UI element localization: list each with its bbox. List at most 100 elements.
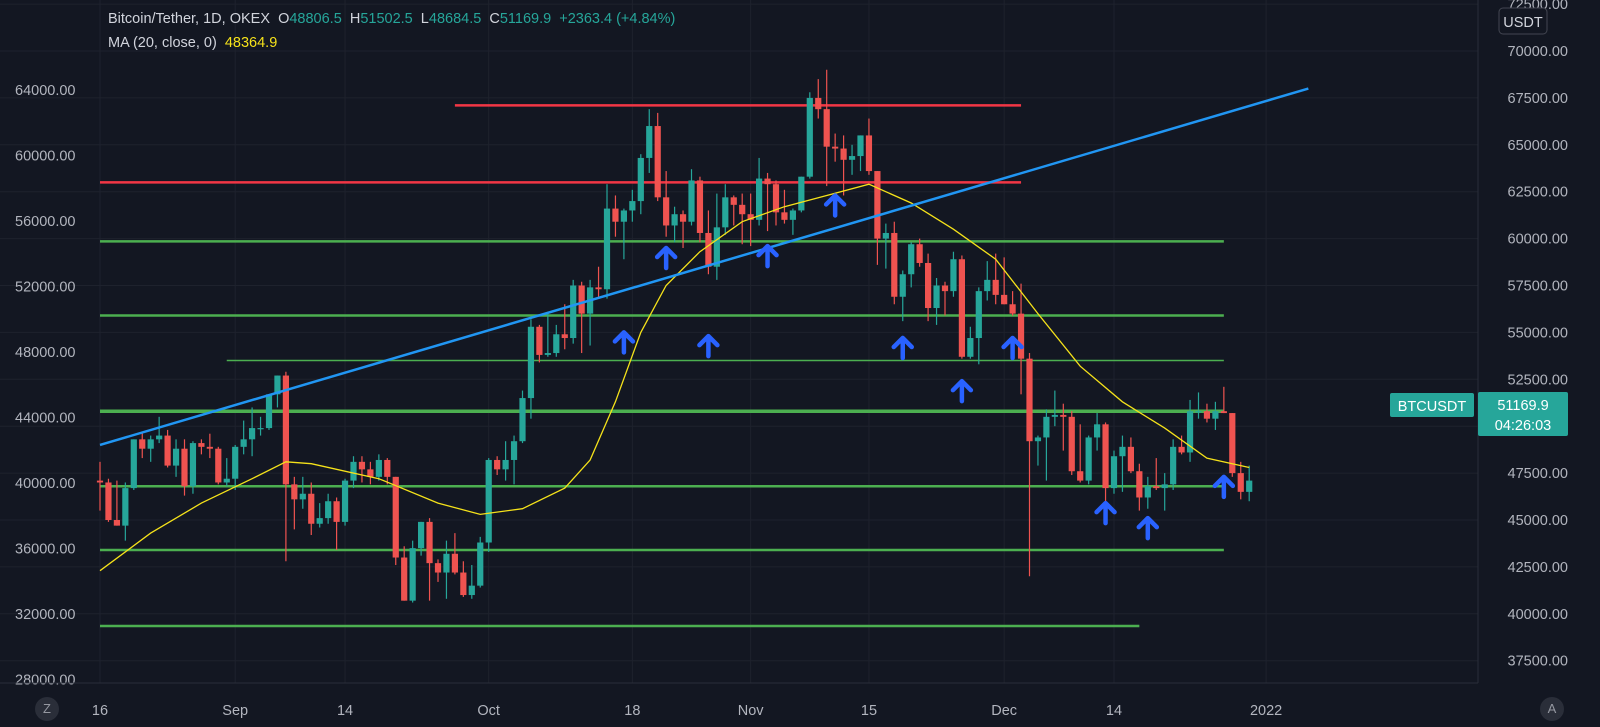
candle[interactable] [96,461,104,511]
candle[interactable] [308,482,315,536]
candle[interactable] [722,184,729,235]
candle[interactable] [418,521,425,556]
candle[interactable] [1153,458,1160,490]
candle[interactable] [696,176,704,243]
candle[interactable] [1001,257,1008,305]
candle[interactable] [181,439,188,496]
candle[interactable] [164,429,171,468]
candle[interactable] [249,407,256,457]
candle[interactable] [553,324,560,357]
candle[interactable] [291,476,298,530]
candle[interactable] [1220,386,1227,414]
candle[interactable] [1060,403,1067,451]
candle[interactable] [113,480,120,526]
candle[interactable] [240,420,247,455]
candle[interactable] [147,435,154,462]
candle[interactable] [865,118,873,175]
candle[interactable] [637,154,644,215]
candle[interactable] [426,518,433,601]
candle[interactable] [468,565,475,599]
candle[interactable] [705,210,712,275]
candle[interactable] [1009,291,1016,316]
candle[interactable] [663,171,670,237]
candle[interactable] [984,261,991,301]
moving-average-line[interactable] [99,183,1250,572]
candle[interactable] [341,478,349,526]
candle[interactable] [603,184,611,299]
a-button[interactable]: A [1540,697,1564,721]
candle[interactable] [857,135,864,172]
candle[interactable] [992,253,999,305]
candle[interactable] [1178,435,1185,455]
candle[interactable] [679,210,687,248]
candle[interactable] [958,255,965,359]
candle[interactable] [874,171,881,265]
buy-arrow-icon[interactable] [1212,474,1236,500]
buy-arrow-icon[interactable] [823,193,847,218]
candle[interactable] [172,439,180,477]
candle[interactable] [967,326,974,359]
candle[interactable] [536,324,543,363]
candle[interactable] [451,533,458,575]
candle[interactable] [1161,473,1168,511]
candle[interactable] [375,454,382,481]
buy-arrow-icon[interactable] [612,330,636,355]
candle[interactable] [1170,439,1177,490]
candle[interactable] [1034,435,1042,466]
candle[interactable] [156,416,163,444]
candle[interactable] [510,435,518,485]
candle[interactable] [756,157,763,226]
candle[interactable] [1195,392,1202,419]
buy-arrow-icon[interactable] [697,333,720,359]
candle[interactable] [595,266,602,299]
candle[interactable] [401,546,408,601]
buy-arrow-icon[interactable] [1094,500,1117,526]
candle[interactable] [367,461,374,485]
currency-badge[interactable] [1498,7,1548,35]
z-button[interactable]: Z [35,697,59,721]
candle[interactable] [798,176,805,213]
candle[interactable] [409,540,416,603]
candle[interactable] [384,458,391,485]
candle[interactable] [1136,463,1143,511]
candle[interactable] [139,431,146,459]
candle[interactable] [434,559,442,582]
candle[interactable] [544,311,551,357]
buy-arrow-icon[interactable] [654,245,678,271]
candle[interactable] [1068,411,1075,475]
candle[interactable] [713,193,720,280]
candle[interactable] [882,223,889,269]
candle[interactable] [840,135,847,196]
candle[interactable] [223,458,230,487]
candle[interactable] [933,277,940,325]
candle[interactable] [891,221,898,305]
candle[interactable] [1094,413,1101,451]
candle[interactable] [316,503,323,528]
candle[interactable] [975,287,982,365]
candle[interactable] [1051,390,1058,427]
candle[interactable] [848,144,856,175]
candle[interactable] [789,208,796,235]
candle[interactable] [570,279,577,344]
candle[interactable] [358,456,366,483]
candle[interactable] [1043,409,1050,481]
buy-arrow-icon[interactable] [1136,515,1160,541]
candle[interactable] [654,112,661,202]
symbol-title[interactable]: Bitcoin/Tether, 1D, OKEX [108,11,270,27]
candle[interactable] [1186,399,1194,462]
candle[interactable] [325,493,332,524]
right-price-axis[interactable] [1478,0,1600,727]
trendline[interactable] [99,87,1309,447]
candle[interactable] [198,439,205,455]
candle[interactable] [747,193,754,247]
candle[interactable] [1017,283,1025,395]
candle[interactable] [823,69,830,187]
candle[interactable] [578,281,585,354]
candle[interactable] [1127,437,1134,474]
candle[interactable] [612,195,619,237]
last-price-badge[interactable] [1478,392,1568,436]
candle[interactable] [1077,424,1084,483]
candle[interactable] [460,561,467,597]
candle[interactable] [105,478,112,522]
candle[interactable] [494,456,501,475]
